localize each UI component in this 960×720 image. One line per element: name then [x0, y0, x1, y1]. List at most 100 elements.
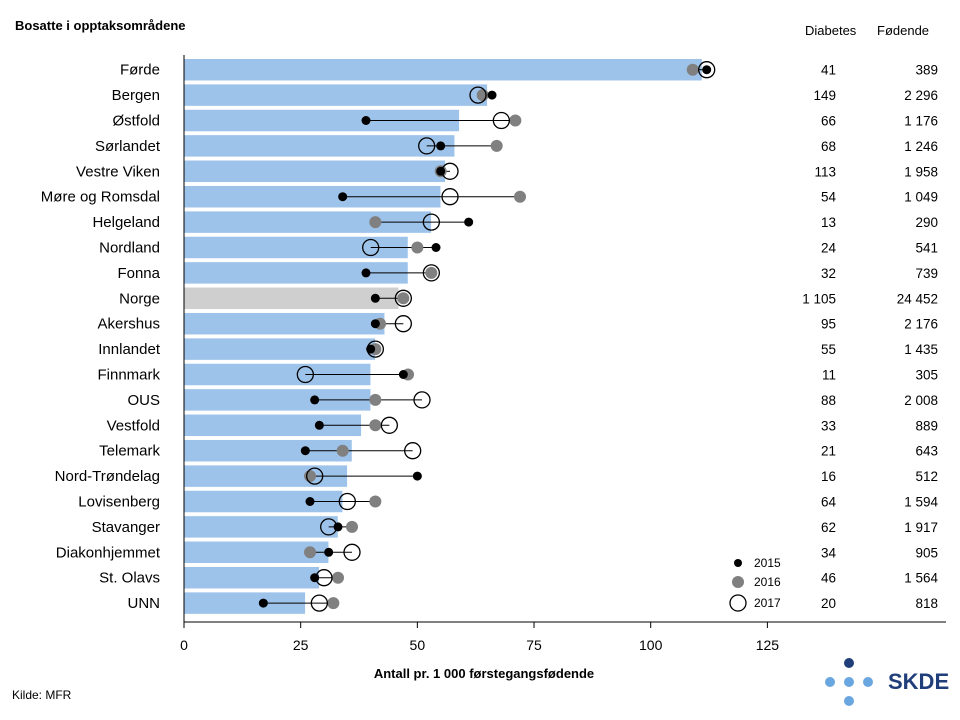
point-2017	[418, 137, 436, 155]
fodende-value: 1 246	[904, 139, 938, 154]
point-2015	[310, 573, 320, 583]
category-label: Møre og Romsdal	[41, 189, 160, 206]
point-2017	[394, 315, 412, 333]
point-2015	[464, 217, 474, 227]
point-2017	[338, 492, 356, 511]
diabetes-value: 41	[821, 63, 836, 78]
fodende-value: 643	[915, 444, 938, 459]
category-label: OUS	[127, 392, 160, 409]
chart-subtitle: Bosatte i opptaksområdene	[15, 18, 186, 33]
point-2017	[492, 111, 511, 130]
point-2016	[304, 470, 317, 483]
fodende-value: 2 008	[904, 393, 938, 408]
logo-dot-center	[844, 677, 854, 687]
fodende-value: 818	[915, 596, 938, 611]
fodende-value: 1 958	[904, 164, 938, 179]
fodende-value: 889	[915, 418, 938, 433]
bar	[183, 312, 385, 335]
x-tick-label: 75	[526, 637, 542, 653]
point-2016	[369, 216, 382, 229]
point-2016	[369, 393, 382, 406]
category-label: Nord-Trøndelag	[55, 468, 160, 485]
point-2015	[258, 598, 268, 608]
point-2016	[411, 241, 424, 254]
legend-marker-2017	[729, 594, 747, 612]
point-2015	[310, 395, 320, 405]
diabetes-value: 24	[821, 241, 837, 256]
point-2015	[361, 116, 371, 125]
diabetes-value: 32	[821, 266, 836, 281]
point-2015	[412, 471, 422, 481]
column-header-fodende: Fødende	[877, 23, 930, 38]
fodende-value: 541	[915, 241, 938, 256]
x-axis-label: Antall pr. 1 000 førstegangsfødende	[373, 666, 595, 681]
point-2015	[361, 268, 371, 278]
fodende-value: 290	[915, 215, 938, 230]
point-2016	[397, 292, 410, 305]
column-header-diabetes: Diabetes	[805, 23, 857, 38]
point-2017	[320, 518, 338, 536]
diabetes-value: 11	[822, 368, 836, 383]
bar	[183, 160, 446, 183]
x-tick-label: 125	[756, 637, 780, 653]
fodende-value: 1 917	[904, 520, 938, 535]
bar	[183, 58, 703, 81]
point-2015	[333, 522, 343, 532]
point-2017	[362, 238, 380, 257]
category-label: Bergen	[112, 87, 160, 104]
fodende-value: 905	[915, 545, 938, 560]
point-2017	[380, 416, 398, 434]
point-2015	[436, 166, 446, 176]
fodende-value: 739	[915, 266, 938, 281]
point-2016	[369, 419, 382, 432]
point-2015	[487, 90, 497, 100]
point-2015	[324, 547, 334, 557]
category-label: Telemark	[99, 443, 160, 460]
point-2017	[413, 391, 431, 409]
x-tick-label: 0	[180, 637, 188, 653]
bar	[183, 287, 399, 310]
legend-label: 2016	[754, 575, 781, 589]
point-2016	[304, 546, 317, 559]
x-tick-label: 50	[410, 637, 426, 653]
fodende-value: 305	[915, 368, 938, 383]
point-2017	[698, 61, 716, 79]
legend-label: 2015	[754, 556, 781, 570]
point-2016	[686, 63, 699, 76]
point-2016	[514, 190, 527, 203]
point-2017	[306, 467, 324, 485]
point-2015	[370, 293, 380, 303]
category-label: Nordland	[99, 240, 160, 257]
point-2017	[441, 188, 459, 206]
category-label: Innlandet	[98, 341, 161, 358]
point-2015	[702, 65, 712, 75]
source-note: Kilde: MFR	[12, 688, 72, 702]
diabetes-value: 34	[821, 545, 837, 560]
point-2017	[422, 264, 441, 282]
point-2017	[422, 213, 441, 231]
point-2016	[336, 444, 349, 457]
diabetes-value: 16	[821, 469, 836, 484]
category-label: Fonna	[117, 265, 160, 282]
category-label: Lovisenberg	[78, 494, 160, 511]
point-2016	[509, 114, 522, 127]
category-label: Akershus	[97, 316, 160, 333]
point-2016	[332, 571, 345, 584]
diabetes-value: 33	[821, 418, 836, 433]
legend-marker-2016	[732, 576, 744, 588]
diabetes-value: 64	[821, 495, 837, 510]
point-2017	[310, 594, 328, 612]
bar	[183, 134, 455, 158]
category-label: Østfold	[112, 113, 160, 130]
point-2016	[490, 139, 503, 152]
legend-marker-2015	[734, 559, 742, 567]
bar	[183, 83, 488, 107]
diabetes-value: 54	[821, 190, 837, 205]
fodende-value: 2 176	[904, 317, 938, 332]
point-2015	[314, 420, 324, 430]
category-label: Sørlandet	[95, 138, 161, 155]
logo-text: SKDE	[888, 669, 949, 694]
bar	[183, 337, 376, 361]
diabetes-value: 149	[813, 88, 836, 103]
point-2015	[305, 497, 315, 506]
